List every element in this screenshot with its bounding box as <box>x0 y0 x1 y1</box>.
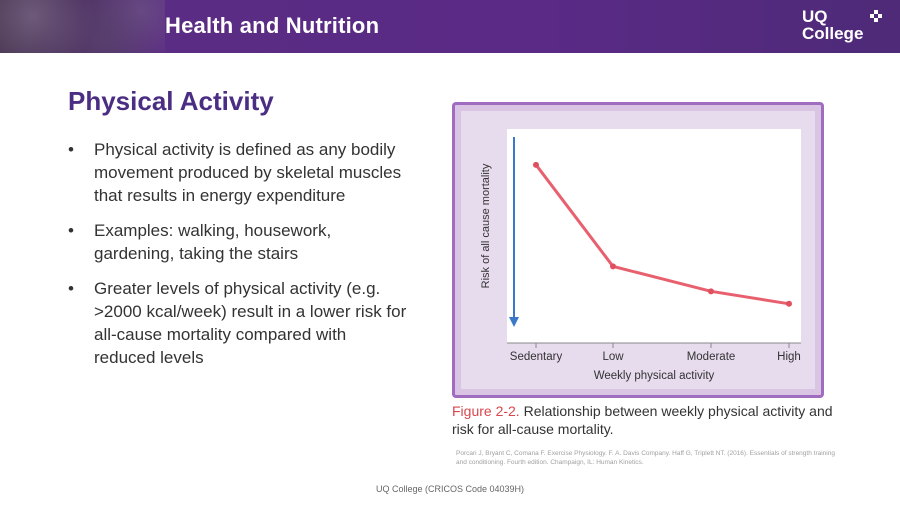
logo-mark-icon <box>870 10 882 22</box>
x-tick-label: Low <box>602 351 624 363</box>
bullet-marker: • <box>68 140 74 159</box>
uq-college-logo: UQ College <box>802 8 882 42</box>
data-point <box>786 300 792 307</box>
series-line <box>534 163 790 306</box>
data-point <box>708 288 714 295</box>
y-axis-arrowhead <box>509 317 519 327</box>
logo-line-college: College <box>802 24 864 43</box>
figure-caption-label: Figure 2-2. <box>452 403 520 419</box>
x-tick-label: Moderate <box>687 351 736 363</box>
x-tick-label: Sedentary <box>510 351 563 363</box>
bullet-marker: • <box>68 221 74 240</box>
x-axis-label: Weekly physical activity <box>594 370 715 382</box>
figure-frame: Risk of all cause mortality Sedentary Low… <box>452 102 824 398</box>
bullet-list: • Physical activity is defined as any bod… <box>68 138 408 381</box>
bullet-text: Greater levels of physical activity (e.g… <box>94 279 407 367</box>
figure-caption-text: Relationship between weekly physical act… <box>452 403 833 437</box>
figure-citation: Porcari J, Bryant C, Comana F. Exercise … <box>456 450 835 466</box>
data-point <box>533 161 539 168</box>
logo-line-uq: UQ <box>802 7 828 26</box>
slide-title: Physical Activity <box>68 86 274 116</box>
bullet-item: • Greater levels of physical activity (e.… <box>68 277 408 369</box>
data-point <box>610 263 616 270</box>
y-axis-label: Risk of all cause mortality <box>480 163 492 288</box>
bullet-item: • Physical activity is defined as any bod… <box>68 138 408 207</box>
x-tick-label: High <box>777 351 801 363</box>
banner-photo <box>0 0 165 53</box>
mortality-chart: Risk of all cause mortality Sedentary Low… <box>480 129 801 382</box>
bullet-item: • Examples: walking, housework, gardening… <box>68 219 408 265</box>
figure-caption: Figure 2-2. Relationship between weekly … <box>452 402 842 438</box>
footer-text: UQ College (CRICOS Code 04039H) <box>375 484 525 494</box>
header-banner: Health and Nutrition UQ College <box>0 0 900 53</box>
plot-background <box>507 129 801 343</box>
bullet-text: Physical activity is defined as any bodi… <box>94 140 402 205</box>
chart-area: Risk of all cause mortality Sedentary Low… <box>461 111 815 389</box>
bullet-text: Examples: walking, housework, gardening,… <box>94 221 332 263</box>
bullet-marker: • <box>68 279 74 298</box>
banner-title: Health and Nutrition <box>165 13 380 38</box>
